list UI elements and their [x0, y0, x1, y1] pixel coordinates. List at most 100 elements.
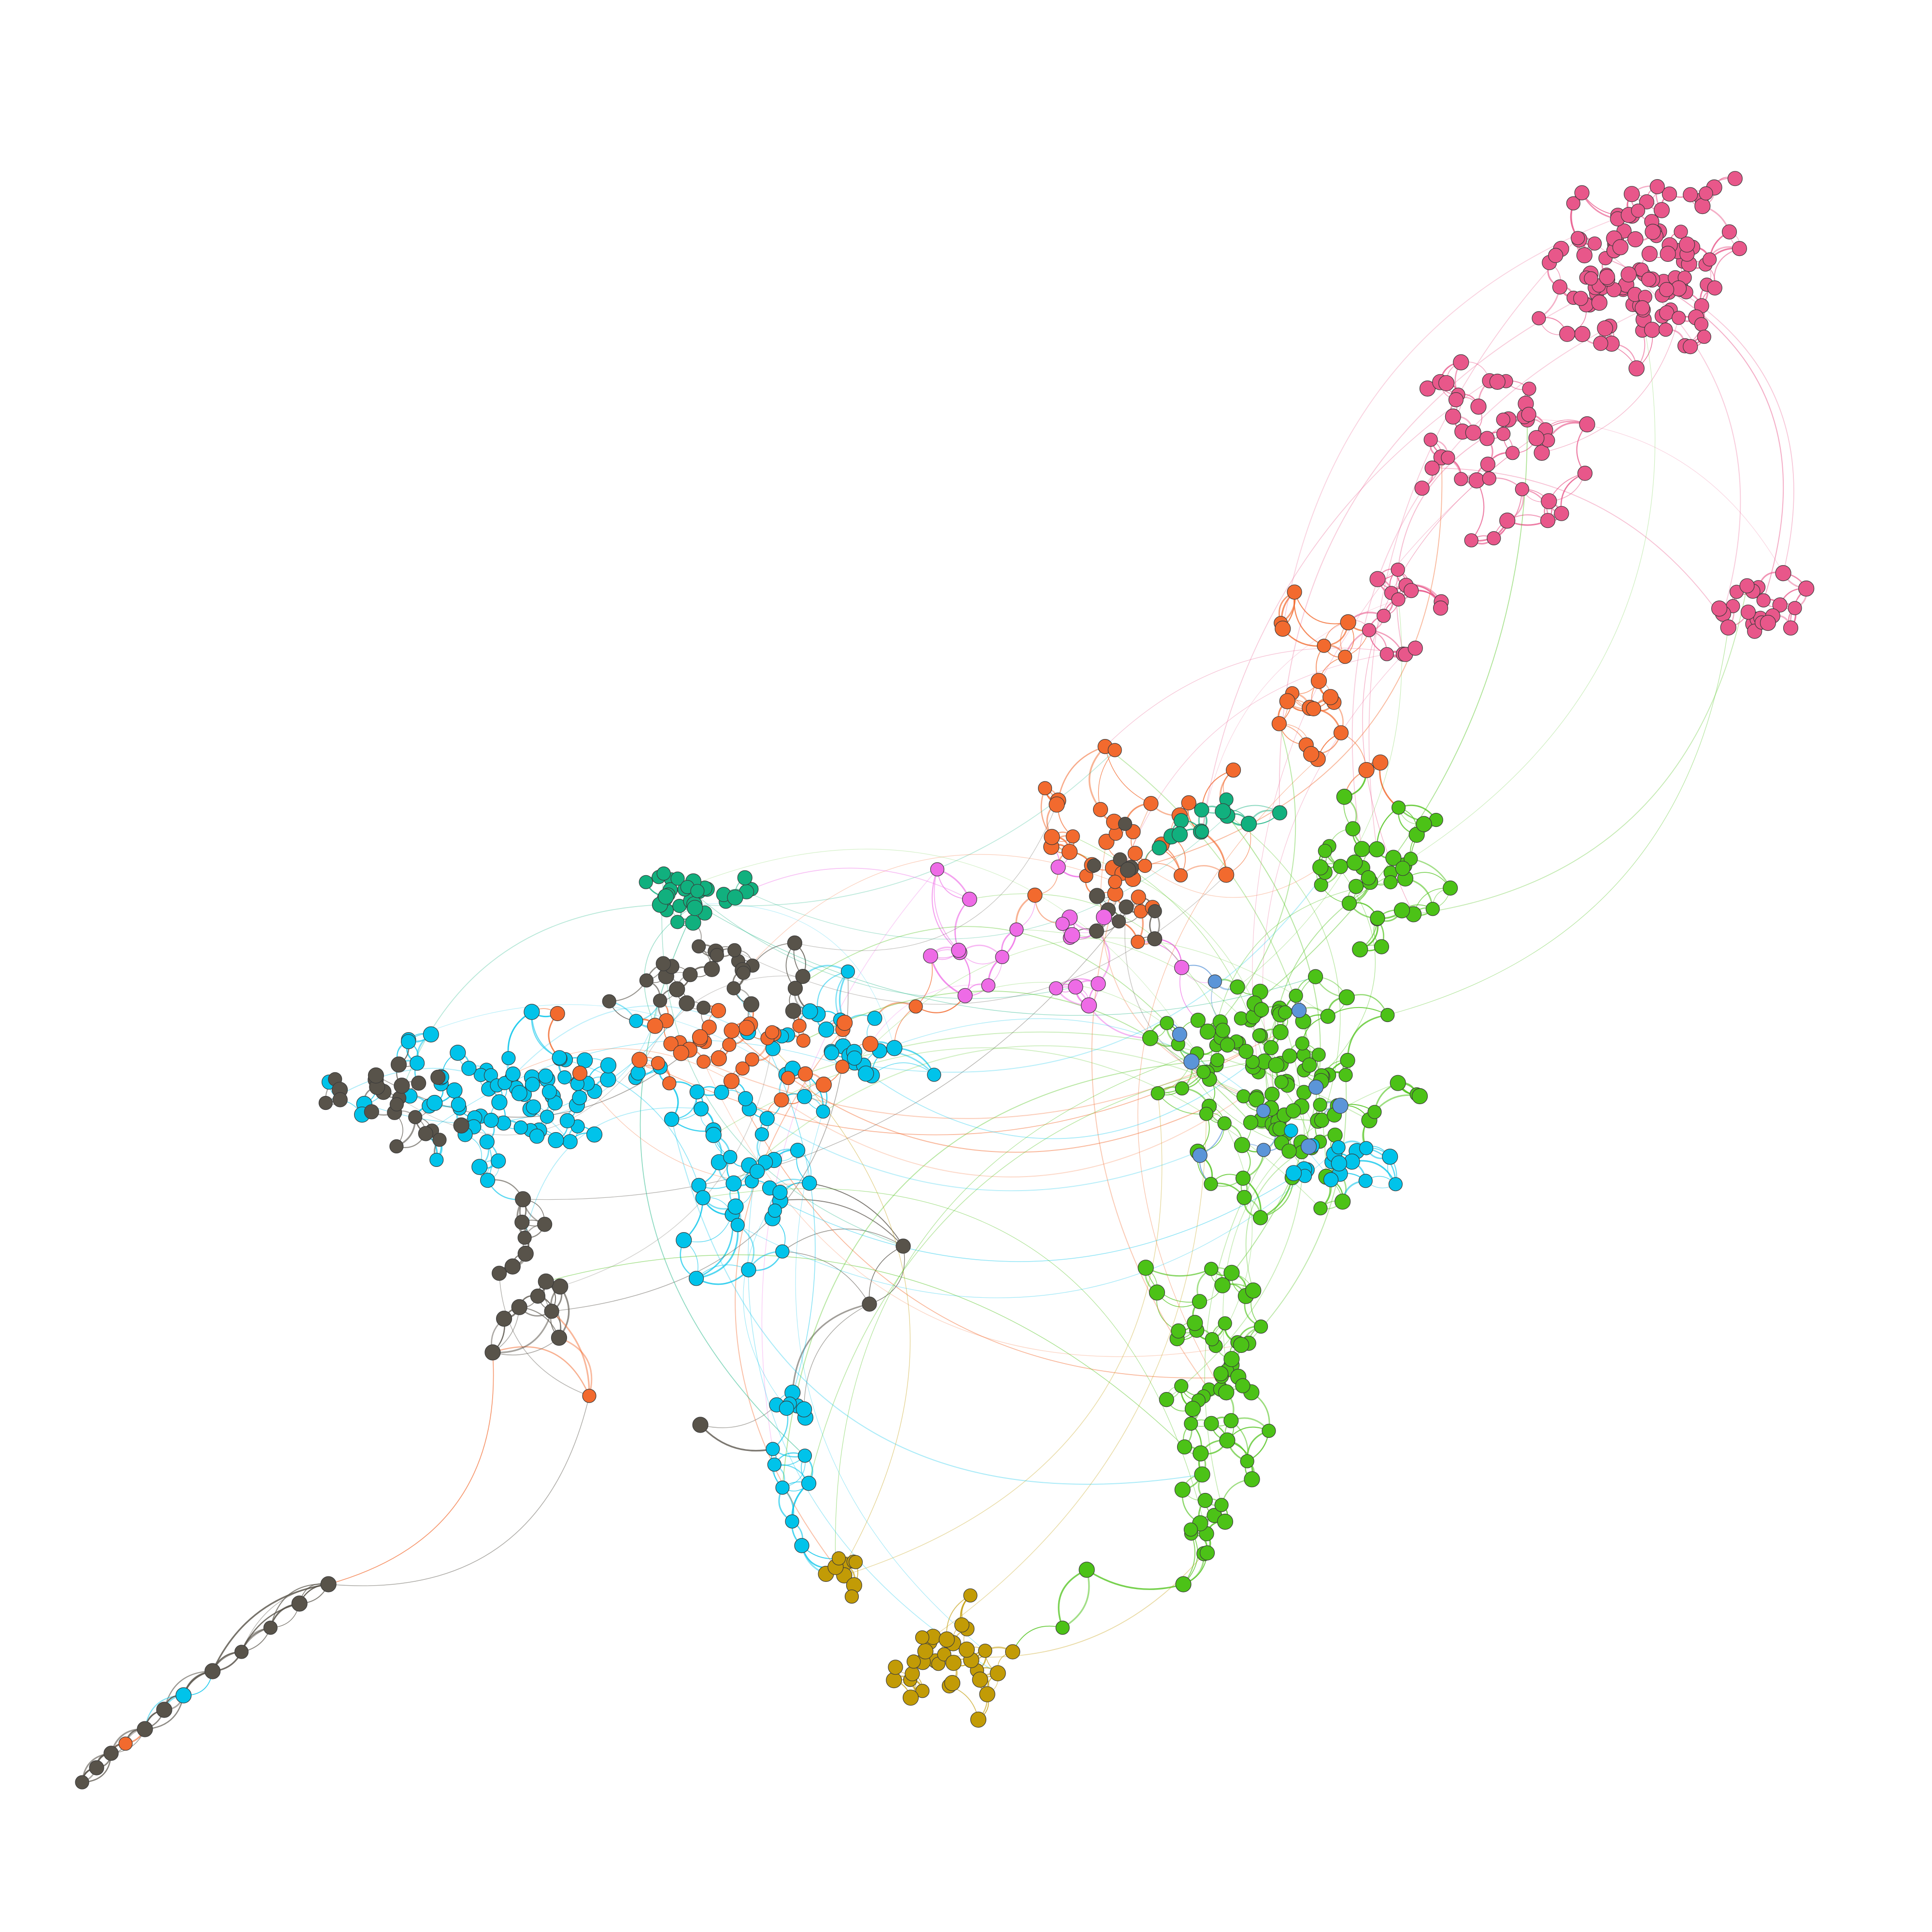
- graph-node-green: [1217, 1116, 1232, 1131]
- graph-node-pink: [1694, 317, 1709, 332]
- graph-node-gold: [944, 1675, 961, 1691]
- graph-node-cyan: [529, 1128, 545, 1144]
- graph-node-cyan: [688, 1271, 704, 1286]
- graph-node-gold: [915, 1684, 930, 1698]
- graph-node-blue: [1256, 1143, 1271, 1157]
- graph-node-pink: [1541, 493, 1557, 510]
- graph-edge: [524, 1107, 701, 1238]
- graph-edge: [398, 904, 660, 1098]
- graph-node-orange: [774, 1092, 789, 1108]
- graph-node-teal: [670, 915, 685, 929]
- graph-edge: [725, 867, 970, 902]
- graph-node-dark: [787, 980, 803, 996]
- graph-edge: [492, 1346, 590, 1396]
- graph-node-cyan: [524, 1004, 540, 1020]
- graph-node-dark: [368, 1067, 384, 1084]
- graph-node-green: [1308, 969, 1323, 984]
- graph-node-teal: [690, 884, 705, 898]
- graph-node-cyan: [741, 1262, 756, 1278]
- graph-edge: [780, 1199, 904, 1247]
- graph-edge: [1057, 746, 1106, 801]
- graph-node-pink: [1528, 430, 1545, 446]
- graph-edge: [1254, 420, 1528, 1004]
- graph-node-green: [1390, 1075, 1406, 1091]
- graph-node-gold: [990, 1665, 1006, 1681]
- graph-node-gold: [954, 1617, 970, 1633]
- graph-edge: [212, 1583, 329, 1672]
- graph-edge: [1351, 309, 1644, 849]
- graph-node-cyan: [586, 1126, 603, 1143]
- graph-node-magenta: [962, 892, 978, 907]
- graph-node-gold: [963, 1588, 978, 1603]
- graph-node-green: [1354, 841, 1370, 857]
- graph-node-cyan: [927, 1067, 941, 1082]
- graph-node-green: [1215, 1023, 1231, 1038]
- graph-node-green: [1443, 880, 1458, 896]
- graph-node-green: [1217, 1513, 1234, 1530]
- graph-edge: [1145, 457, 1443, 867]
- graph-node-green: [1236, 1170, 1251, 1186]
- graph-node-pink: [1574, 326, 1591, 342]
- graph-node-pink: [1756, 593, 1771, 608]
- graph-node-dark: [75, 1775, 89, 1790]
- graph-node-pink: [1721, 224, 1737, 240]
- graph-node-cyan: [802, 1176, 817, 1191]
- graph-node-green: [1338, 1068, 1353, 1082]
- graph-edge: [844, 1093, 1163, 1576]
- graph-node-cyan: [1331, 1155, 1347, 1172]
- graph-node-pink: [1720, 619, 1736, 636]
- graph-node-dark: [156, 1702, 172, 1718]
- graph-node-blue: [1301, 1138, 1317, 1155]
- graph-edge: [375, 1049, 690, 1118]
- graph-node-green: [1196, 1065, 1211, 1079]
- graph-node-green: [1199, 1545, 1215, 1561]
- graph-node-cyan: [767, 1203, 782, 1218]
- graph-node-dark: [692, 1417, 709, 1433]
- graph-node-cyan: [858, 1065, 874, 1082]
- graph-node-pink: [1649, 179, 1665, 195]
- graph-node-pink: [1441, 450, 1455, 465]
- graph-node-cyan: [1358, 1174, 1373, 1188]
- graph-node-pink: [1699, 186, 1713, 200]
- graph-node-green: [1361, 870, 1376, 886]
- graph-node-dark: [743, 996, 760, 1012]
- graph-node-orange: [1131, 889, 1146, 905]
- graph-node-cyan: [1382, 1149, 1398, 1165]
- graph-node-green: [1175, 1576, 1192, 1592]
- graph-edge: [558, 1337, 593, 1396]
- graph-node-green: [1244, 1471, 1260, 1488]
- graph-node-pink: [1540, 513, 1556, 528]
- graph-edge: [1058, 1569, 1087, 1628]
- graph-node-pink: [1772, 597, 1788, 613]
- graph-node-green: [1204, 1262, 1219, 1276]
- graph-node-green: [1149, 1284, 1165, 1301]
- graph-edge: [1271, 867, 1403, 1129]
- graph-edge: [854, 1061, 1253, 1139]
- graph-node-pink: [1414, 481, 1430, 496]
- graph-edge: [696, 1225, 739, 1279]
- graph-node-cyan: [695, 1190, 710, 1206]
- graph-node-dark: [1148, 904, 1162, 919]
- graph-node-cyan: [723, 1150, 738, 1165]
- graph-node-pink: [1424, 460, 1440, 476]
- graph-node-pink: [1454, 472, 1468, 486]
- graph-node-orange: [1044, 829, 1060, 845]
- graph-node-gold: [945, 1655, 962, 1671]
- graph-node-magenta: [951, 942, 966, 958]
- graph-node-dark: [710, 948, 724, 963]
- graph-node-orange: [909, 999, 923, 1014]
- graph-node-pink: [1659, 322, 1673, 337]
- graph-node-pink: [1534, 444, 1550, 461]
- graph-node-cyan: [818, 1022, 835, 1038]
- graph-node-green: [1286, 1103, 1301, 1119]
- graph-node-pink: [1464, 533, 1478, 548]
- graph-node-pink: [1468, 472, 1485, 489]
- graph-node-cyan: [525, 1077, 540, 1092]
- graph-node-magenta: [1049, 981, 1063, 995]
- graph-node-pink: [1515, 482, 1529, 497]
- graph-node-cyan: [175, 1687, 192, 1704]
- graph-node-orange: [862, 1036, 879, 1052]
- graph-node-pink: [1521, 407, 1536, 422]
- graph-node-orange: [1027, 887, 1043, 903]
- graph-edge: [795, 1111, 986, 1651]
